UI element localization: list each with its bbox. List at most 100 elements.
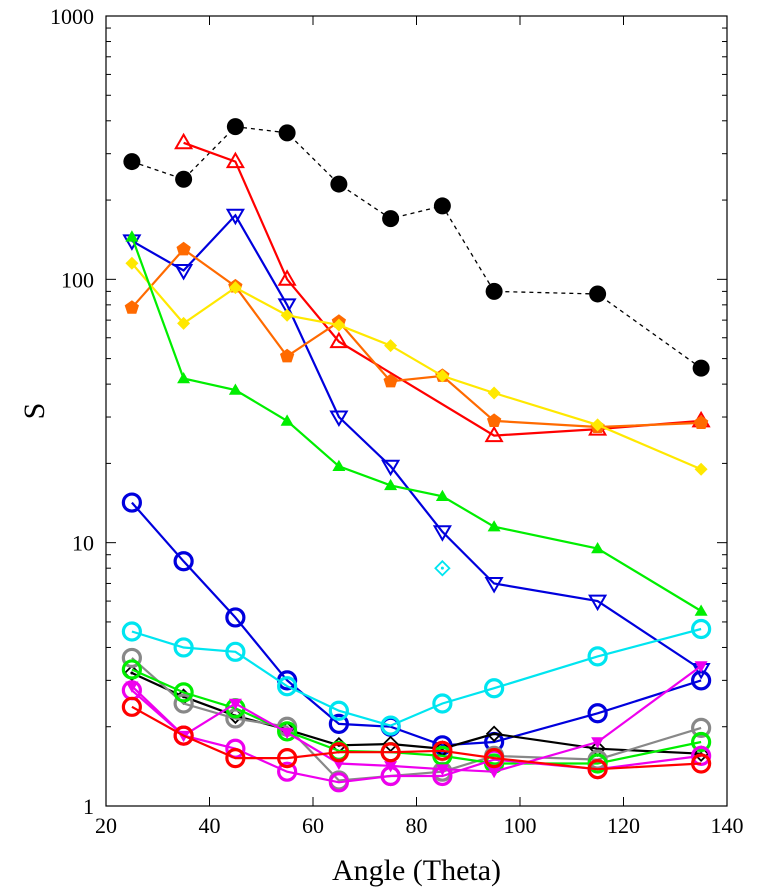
data-point xyxy=(485,725,503,743)
data-point xyxy=(484,748,505,769)
x-tick-label: 40 xyxy=(199,813,221,838)
data-point xyxy=(174,264,194,281)
data-point xyxy=(280,348,295,363)
data-point xyxy=(382,210,400,228)
data-point xyxy=(328,700,349,721)
series-line xyxy=(130,236,702,612)
data-point xyxy=(691,731,712,753)
data-point xyxy=(280,414,294,426)
data-point xyxy=(380,742,401,763)
data-point xyxy=(175,170,193,188)
data-point xyxy=(277,298,297,315)
data-point xyxy=(432,765,453,787)
data-point xyxy=(380,765,401,787)
data-point xyxy=(435,489,449,501)
series-5 xyxy=(125,256,708,476)
data-point xyxy=(381,459,401,477)
data-point xyxy=(177,316,191,330)
plot-frame xyxy=(105,15,728,807)
series-9 xyxy=(434,559,451,577)
data-point xyxy=(225,748,246,769)
y-axis-title: S xyxy=(18,403,51,420)
series-line xyxy=(131,262,702,471)
series-line xyxy=(183,141,702,437)
data-point xyxy=(383,373,398,388)
series-line xyxy=(131,213,702,671)
data-point-outline xyxy=(485,725,503,743)
data-point xyxy=(330,175,348,193)
data-point xyxy=(384,478,398,491)
x-tick-label: 120 xyxy=(607,813,640,838)
data-point xyxy=(173,725,194,746)
data-point xyxy=(380,715,401,736)
data-point xyxy=(432,525,452,542)
data-point xyxy=(228,281,242,295)
data-point xyxy=(225,208,245,226)
data-point xyxy=(384,339,398,353)
x-tick-label: 140 xyxy=(711,813,744,838)
data-point xyxy=(691,717,712,738)
data-point xyxy=(329,331,349,349)
data-point xyxy=(587,703,608,724)
data-point xyxy=(226,118,244,136)
data-point xyxy=(587,759,608,780)
data-point-outline xyxy=(434,559,451,577)
series-line xyxy=(131,501,702,747)
series-line xyxy=(131,705,702,771)
data-point xyxy=(591,542,605,554)
data-point xyxy=(328,713,349,735)
series-line xyxy=(131,126,702,369)
data-point-outline xyxy=(692,745,710,762)
data-point xyxy=(125,681,139,693)
series-line xyxy=(131,672,702,755)
series-13 xyxy=(125,661,708,779)
data-point-center xyxy=(440,566,444,570)
data-point xyxy=(691,670,712,691)
data-point xyxy=(589,285,607,303)
data-point-center xyxy=(492,732,496,736)
data-point xyxy=(332,459,346,471)
data-point xyxy=(434,559,451,577)
data-point xyxy=(692,359,710,377)
data-point xyxy=(487,413,502,427)
data-point xyxy=(591,418,605,432)
data-point xyxy=(125,256,139,270)
data-point xyxy=(225,641,246,662)
data-point xyxy=(328,742,349,763)
data-point xyxy=(328,772,349,793)
data-point xyxy=(694,661,708,673)
data-point xyxy=(176,241,191,256)
data-point xyxy=(277,269,297,286)
y-tick-label: 10 xyxy=(72,531,94,556)
y-tick-label: 100 xyxy=(61,267,94,292)
data-point xyxy=(173,551,194,572)
series-6 xyxy=(125,230,708,616)
data-point xyxy=(121,647,142,669)
series-4 xyxy=(124,241,709,433)
data-point xyxy=(277,676,298,697)
series-3 xyxy=(122,208,711,680)
data-point xyxy=(332,318,346,332)
data-point xyxy=(435,369,449,383)
data-point xyxy=(174,132,194,150)
series-10 xyxy=(123,664,710,762)
data-point xyxy=(484,678,505,699)
x-tick-label: 60 xyxy=(302,813,324,838)
plot-marks xyxy=(121,118,712,793)
data-point xyxy=(432,693,453,714)
series-line xyxy=(131,657,702,782)
data-point xyxy=(173,682,194,703)
data-point xyxy=(277,761,298,782)
series-line xyxy=(131,665,702,773)
data-point xyxy=(173,637,194,658)
axes: 20 40 60 80 100 120 140 1 10 100 1000 xyxy=(50,4,744,838)
data-point xyxy=(121,621,142,642)
data-point xyxy=(228,383,242,395)
data-point xyxy=(487,386,501,400)
data-point xyxy=(484,425,504,443)
data-point xyxy=(694,415,709,429)
x-tick-label: 80 xyxy=(406,813,428,838)
series-line xyxy=(131,247,702,429)
data-point xyxy=(121,659,142,680)
